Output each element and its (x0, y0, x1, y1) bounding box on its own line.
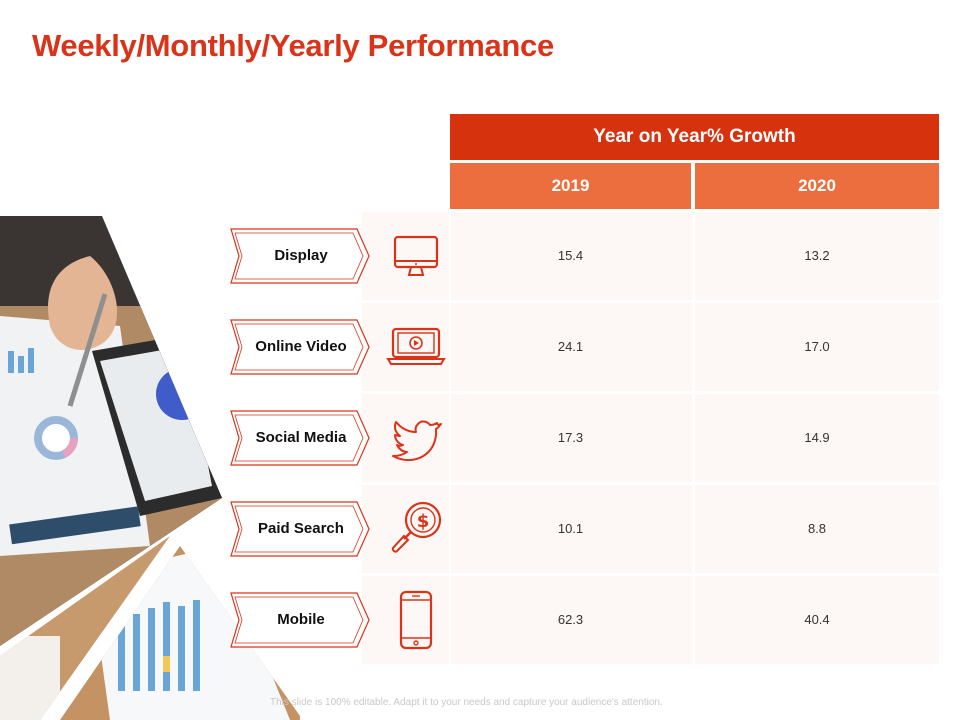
row-label-online-video: Online Video (230, 319, 370, 375)
mobile-phone-icon (399, 590, 433, 650)
table-row (362, 576, 939, 664)
column-header-2020: 2020 (695, 163, 939, 209)
cell-social-media-2020: 14.9 (804, 430, 830, 445)
cell-display-2020: 13.2 (804, 248, 830, 263)
row-label-paid-search: Paid Search (230, 501, 370, 557)
table-header: Year on Year% Growth (450, 114, 939, 160)
cell-mobile-2019: 62.3 (557, 612, 584, 627)
row-label-display: Display (230, 228, 370, 284)
business-photo-image (0, 216, 300, 720)
table-row (362, 394, 939, 482)
cell-mobile-2020: 40.4 (804, 612, 830, 627)
cell-online-video-2019: 24.1 (557, 339, 584, 354)
row-label-social-media: Social Media (230, 410, 370, 466)
monitor-icon (393, 235, 439, 276)
column-header-2019: 2019 (450, 163, 691, 209)
row-label-mobile: Mobile (230, 592, 370, 648)
cell-display-2019: 15.4 (557, 248, 584, 263)
cell-social-media-2019: 17.3 (557, 430, 584, 445)
table-row (362, 303, 939, 391)
cell-online-video-2020: 17.0 (804, 339, 830, 354)
page-title: Weekly/Monthly/Yearly Performance (32, 28, 554, 63)
dollar-search-icon: $ (391, 501, 442, 553)
svg-text:$: $ (417, 511, 430, 532)
table-row (362, 485, 939, 573)
table-row (362, 212, 939, 300)
cell-paid-search-2020: 8.8 (807, 521, 827, 536)
footer-note: This slide is 100% editable. Adapt it to… (270, 697, 663, 708)
laptop-video-icon (386, 327, 446, 365)
twitter-bird-icon (392, 420, 442, 462)
cell-paid-search-2019: 10.1 (557, 521, 584, 536)
